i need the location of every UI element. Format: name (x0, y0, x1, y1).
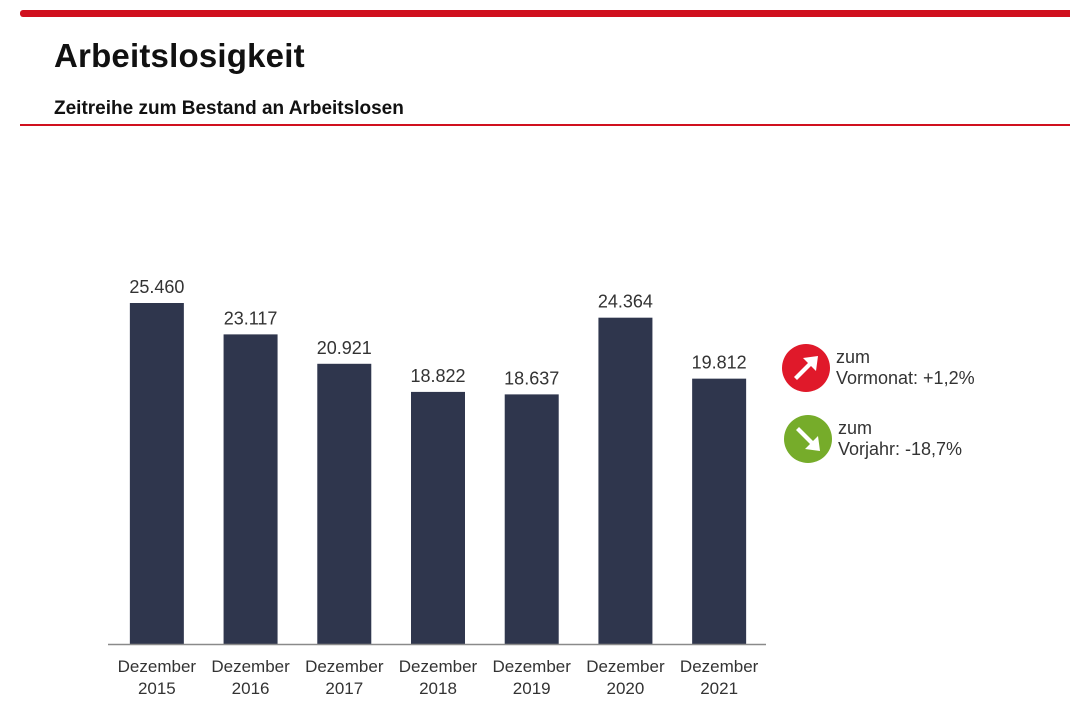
value-label-2017: 20.921 (317, 338, 372, 358)
category-label-2017-line2: 2017 (325, 679, 363, 698)
value-label-2021: 19.812 (692, 353, 747, 373)
bar-2016 (223, 334, 278, 644)
category-label-2019-line2: 2019 (513, 679, 551, 698)
indicator-vorjahr-line1: zum (838, 418, 873, 438)
subtitle-rule (20, 124, 1070, 126)
category-label-2021-line1: Dezember (680, 657, 759, 676)
value-label-2020: 24.364 (598, 292, 653, 312)
category-label-2018-line2: 2018 (419, 679, 457, 698)
category-label-2021-line2: 2021 (700, 679, 738, 698)
value-label-2018: 18.822 (410, 366, 465, 386)
arrow-up-right-icon (782, 344, 830, 392)
indicator-vormonat: zum Vormonat: +1,2% (782, 344, 975, 392)
category-label-2016-line1: Dezember (211, 657, 290, 676)
indicator-vormonat-line1: zum (836, 347, 871, 367)
category-label-2016-line2: 2016 (232, 679, 270, 698)
bar-2021 (692, 378, 747, 644)
category-label-2015-line2: 2015 (138, 679, 176, 698)
category-label-2018-line1: Dezember (399, 657, 478, 676)
category-label-2020-line1: Dezember (586, 657, 665, 676)
value-label-2015: 25.460 (129, 277, 184, 297)
category-label-2017-line1: Dezember (305, 657, 384, 676)
category-label-2015-line1: Dezember (118, 657, 197, 676)
page-subtitle: Zeitreihe zum Bestand an Arbeitslosen (54, 98, 404, 119)
value-label-2016: 23.117 (224, 308, 278, 328)
page-title: Arbeitslosigkeit (54, 37, 305, 74)
top-accent-rule (20, 10, 1070, 17)
bar-2018 (411, 391, 465, 644)
category-label-2020-line2: 2020 (607, 679, 645, 698)
indicator-vorjahr-value: Vorjahr: -18,7% (838, 439, 963, 459)
arrow-down-right-icon (784, 415, 832, 463)
bar-2017 (317, 363, 372, 644)
bar-2020 (598, 317, 653, 644)
value-label-2019: 18.637 (504, 368, 559, 388)
category-label-2019-line1: Dezember (493, 657, 572, 676)
indicator-vormonat-value: Vormonat: +1,2% (836, 368, 975, 388)
bar-2019 (504, 394, 559, 644)
indicator-vorjahr: zum Vorjahr: -18,7% (784, 415, 962, 463)
bar-2015 (129, 303, 184, 644)
